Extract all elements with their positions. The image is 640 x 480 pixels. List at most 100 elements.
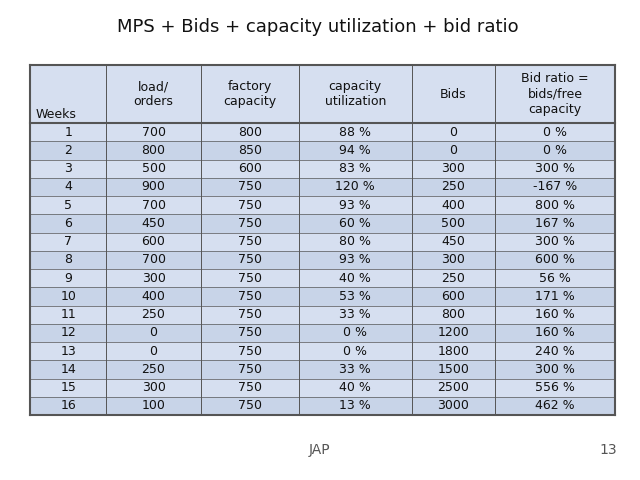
Text: 300 %: 300 % [535, 235, 575, 248]
Text: 0 %: 0 % [343, 326, 367, 339]
Text: 83 %: 83 % [339, 162, 371, 175]
Text: 13: 13 [599, 443, 617, 457]
Text: 800: 800 [141, 144, 166, 157]
Text: 300: 300 [442, 253, 465, 266]
Text: 171 %: 171 % [535, 290, 575, 303]
Text: 5: 5 [64, 199, 72, 212]
Text: 900: 900 [141, 180, 166, 193]
Text: 7: 7 [64, 235, 72, 248]
Text: 300: 300 [442, 162, 465, 175]
Text: 2500: 2500 [437, 381, 469, 394]
Text: -167 %: -167 % [533, 180, 577, 193]
Text: 93 %: 93 % [339, 199, 371, 212]
Text: 800 %: 800 % [535, 199, 575, 212]
Text: 250: 250 [141, 308, 166, 321]
Text: 700: 700 [141, 199, 166, 212]
Text: 1200: 1200 [437, 326, 469, 339]
Text: 0: 0 [449, 126, 458, 139]
Text: 250: 250 [442, 272, 465, 285]
Text: 450: 450 [141, 217, 166, 230]
Text: 750: 750 [238, 345, 262, 358]
Text: 40 %: 40 % [339, 272, 371, 285]
Text: 14: 14 [60, 363, 76, 376]
Text: 120 %: 120 % [335, 180, 375, 193]
Text: 300: 300 [141, 381, 166, 394]
Text: 160 %: 160 % [535, 308, 575, 321]
Text: 88 %: 88 % [339, 126, 371, 139]
Text: 750: 750 [238, 180, 262, 193]
Text: 462 %: 462 % [535, 399, 575, 412]
Text: Bid ratio =
bids/free
capacity: Bid ratio = bids/free capacity [521, 72, 589, 116]
Text: 556 %: 556 % [535, 381, 575, 394]
Text: 56 %: 56 % [539, 272, 571, 285]
Text: 300 %: 300 % [535, 363, 575, 376]
Text: 1500: 1500 [437, 363, 469, 376]
Text: 750: 750 [238, 326, 262, 339]
Text: 13: 13 [60, 345, 76, 358]
Text: 13 %: 13 % [339, 399, 371, 412]
Text: 400: 400 [141, 290, 166, 303]
Text: 700: 700 [141, 253, 166, 266]
Text: 500: 500 [442, 217, 465, 230]
Text: 240 %: 240 % [535, 345, 575, 358]
Text: 750: 750 [238, 381, 262, 394]
Text: 750: 750 [238, 217, 262, 230]
Text: 9: 9 [64, 272, 72, 285]
Text: 93 %: 93 % [339, 253, 371, 266]
Text: load/
orders: load/ orders [134, 80, 173, 108]
Text: capacity
utilization: capacity utilization [324, 80, 386, 108]
Text: 700: 700 [141, 126, 166, 139]
Text: 0: 0 [449, 144, 458, 157]
Text: 600: 600 [238, 162, 262, 175]
Text: 600: 600 [442, 290, 465, 303]
Text: 1800: 1800 [437, 345, 469, 358]
Text: 750: 750 [238, 399, 262, 412]
Text: 167 %: 167 % [535, 217, 575, 230]
Text: 750: 750 [238, 363, 262, 376]
Text: 12: 12 [60, 326, 76, 339]
Text: 0 %: 0 % [543, 126, 567, 139]
Text: 1: 1 [64, 126, 72, 139]
Text: 750: 750 [238, 199, 262, 212]
Text: 300 %: 300 % [535, 162, 575, 175]
Text: 0 %: 0 % [343, 345, 367, 358]
Text: 60 %: 60 % [339, 217, 371, 230]
Text: 750: 750 [238, 272, 262, 285]
Text: 53 %: 53 % [339, 290, 371, 303]
Text: JAP: JAP [309, 443, 331, 457]
Text: factory
capacity: factory capacity [223, 80, 276, 108]
Text: 800: 800 [238, 126, 262, 139]
Text: 16: 16 [60, 399, 76, 412]
Text: 33 %: 33 % [339, 363, 371, 376]
Text: 750: 750 [238, 308, 262, 321]
Text: 0 %: 0 % [543, 144, 567, 157]
Text: 400: 400 [442, 199, 465, 212]
Text: 850: 850 [238, 144, 262, 157]
Text: 250: 250 [442, 180, 465, 193]
Text: 11: 11 [60, 308, 76, 321]
Text: 600 %: 600 % [535, 253, 575, 266]
Text: 94 %: 94 % [339, 144, 371, 157]
Text: 2: 2 [64, 144, 72, 157]
Text: 160 %: 160 % [535, 326, 575, 339]
Text: 750: 750 [238, 290, 262, 303]
Text: 0: 0 [150, 326, 157, 339]
Text: 750: 750 [238, 253, 262, 266]
Text: 600: 600 [141, 235, 166, 248]
Text: 450: 450 [442, 235, 465, 248]
Text: 3: 3 [64, 162, 72, 175]
Text: 3000: 3000 [437, 399, 469, 412]
Text: Bids: Bids [440, 87, 467, 100]
Text: 300: 300 [141, 272, 166, 285]
Text: 80 %: 80 % [339, 235, 371, 248]
Text: 100: 100 [141, 399, 166, 412]
Text: Weeks: Weeks [35, 108, 76, 120]
Text: 250: 250 [141, 363, 166, 376]
Text: 8: 8 [64, 253, 72, 266]
Text: 15: 15 [60, 381, 76, 394]
Text: MPS + Bids + capacity utilization + bid ratio: MPS + Bids + capacity utilization + bid … [116, 18, 518, 36]
Text: 10: 10 [60, 290, 76, 303]
Text: 500: 500 [141, 162, 166, 175]
Text: 33 %: 33 % [339, 308, 371, 321]
Text: 40 %: 40 % [339, 381, 371, 394]
